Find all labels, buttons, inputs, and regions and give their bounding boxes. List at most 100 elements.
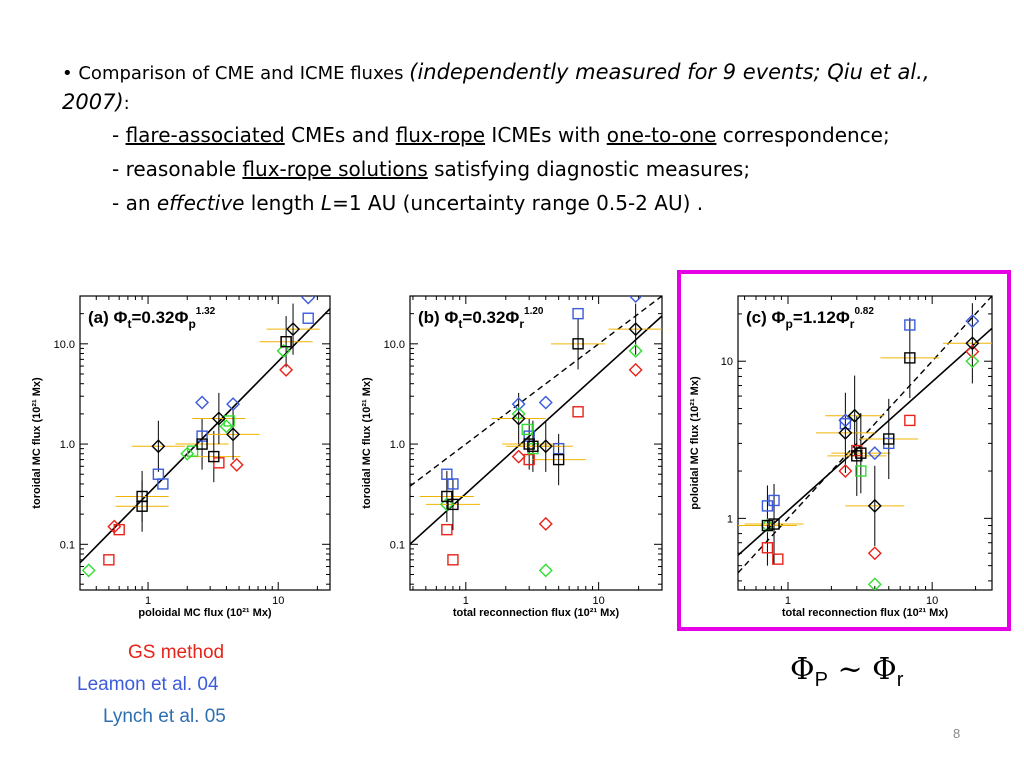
data-point-square bbox=[768, 494, 780, 507]
legend-gs: GS method bbox=[128, 642, 225, 663]
chart-title: (a) Φt=0.32Φp1.32 bbox=[88, 306, 216, 331]
data-point-square bbox=[223, 415, 235, 427]
bullet-paren: (independently measured for 9 events; Qi… bbox=[62, 60, 930, 114]
data-point-diamond bbox=[628, 296, 643, 303]
data-point-diamond bbox=[279, 362, 294, 377]
legend-leamon: Leamon et al. 04 bbox=[77, 674, 219, 695]
data-point-diamond bbox=[867, 498, 882, 513]
data-point-square bbox=[447, 478, 459, 490]
data-point-diamond bbox=[838, 425, 853, 440]
x-axis-label: poloidal MC flux (10²¹ Mx) bbox=[138, 607, 272, 619]
data-point-square bbox=[523, 438, 535, 450]
data-point-square bbox=[904, 319, 916, 331]
data-point-diamond bbox=[867, 546, 882, 561]
data-point-square bbox=[768, 518, 780, 530]
x-axis-label: total reconnection flux (10²¹ Mx) bbox=[782, 607, 949, 619]
data-point-diamond bbox=[628, 343, 643, 358]
data-point-square bbox=[851, 450, 863, 462]
data-point-diamond bbox=[81, 563, 96, 578]
relation-formula: ΦP ~ Φr bbox=[790, 652, 904, 691]
data-point-square bbox=[447, 554, 459, 566]
data-point-diamond bbox=[847, 408, 862, 423]
data-point-diamond bbox=[195, 395, 210, 410]
x-tick-label: 10 bbox=[926, 595, 938, 607]
legend-lynch: Lynch et al. 05 bbox=[103, 706, 226, 727]
y-tick-label: 10.0 bbox=[54, 339, 75, 351]
x-tick-label: 1 bbox=[785, 595, 791, 607]
data-point-square bbox=[186, 445, 199, 457]
y-tick-label: 0.1 bbox=[60, 539, 75, 551]
data-point-square bbox=[441, 523, 453, 536]
plot-area bbox=[738, 296, 992, 590]
data-point-square bbox=[572, 307, 584, 320]
data-point-diamond bbox=[511, 449, 526, 464]
data-point-square bbox=[839, 418, 852, 430]
data-point-square bbox=[523, 453, 535, 466]
data-point-square bbox=[280, 336, 292, 348]
data-point-diamond bbox=[538, 395, 553, 410]
data-point-diamond bbox=[180, 446, 195, 461]
data-point-diamond bbox=[226, 397, 241, 412]
y-axis-label: poloidal MC flux (10²¹ Mx) bbox=[689, 376, 701, 510]
x-tick-label: 10 bbox=[272, 595, 284, 607]
equality-line bbox=[410, 296, 662, 487]
data-point-diamond bbox=[439, 497, 454, 512]
data-point-square bbox=[441, 468, 453, 480]
x-tick-label: 1 bbox=[463, 595, 469, 607]
chart-title: (b) Φt=0.32Φr1.20 bbox=[418, 306, 544, 331]
data-point-square bbox=[904, 352, 916, 364]
plot-area bbox=[80, 296, 330, 578]
data-point-square bbox=[103, 554, 115, 566]
data-point-square bbox=[157, 478, 169, 490]
y-tick-label: 1 bbox=[727, 513, 733, 525]
data-point-diamond bbox=[867, 446, 882, 461]
data-point-square bbox=[196, 438, 208, 450]
fit-line bbox=[738, 327, 992, 556]
data-point-square bbox=[447, 498, 459, 511]
chart-panel-b: 1 10 0.1 1.0 10.0 total reconnection flux (10… bbox=[361, 295, 663, 619]
bullet-marker: • bbox=[62, 63, 73, 84]
data-point-diamond bbox=[965, 314, 980, 329]
y-tick-label: 0.1 bbox=[390, 539, 405, 551]
data-point-square bbox=[855, 447, 867, 459]
plot-frame bbox=[737, 295, 993, 591]
data-point-diamond bbox=[229, 457, 244, 472]
data-point-diamond bbox=[286, 322, 301, 337]
y-tick-label: 1.0 bbox=[390, 439, 405, 451]
data-point-diamond bbox=[107, 519, 122, 534]
plot-frame bbox=[79, 295, 331, 591]
chart-title: (c) Φp=1.12Φr0.82 bbox=[746, 306, 874, 331]
page-number: 8 bbox=[953, 726, 961, 741]
data-point-square bbox=[855, 465, 867, 477]
data-point-diamond bbox=[301, 296, 316, 305]
data-point-diamond bbox=[511, 397, 526, 412]
data-point-diamond bbox=[211, 411, 226, 426]
data-point-square bbox=[904, 414, 916, 427]
data-point-diamond bbox=[538, 439, 553, 454]
data-point-diamond bbox=[760, 518, 775, 533]
data-point-square bbox=[208, 450, 220, 463]
data-point-square bbox=[196, 430, 208, 442]
data-point-diamond bbox=[151, 439, 166, 454]
data-point-diamond bbox=[628, 322, 643, 337]
bullet-text: • Comparison of CME and ICME fluxes (ind… bbox=[62, 58, 962, 220]
data-point-diamond bbox=[965, 336, 980, 351]
data-point-diamond bbox=[628, 362, 643, 377]
data-point-diamond bbox=[276, 343, 291, 358]
plot-area bbox=[410, 296, 662, 578]
data-point-diamond bbox=[965, 354, 980, 369]
y-tick-label: 10.0 bbox=[384, 339, 405, 351]
data-point-diamond bbox=[511, 406, 526, 421]
data-point-diamond bbox=[226, 427, 241, 442]
data-point-diamond bbox=[838, 464, 853, 479]
y-axis-label: toroidal MC flux (10²¹ Mx) bbox=[31, 377, 43, 509]
data-point-square bbox=[552, 442, 565, 455]
sub-bullet-2: - reasonable flux-rope solutions satisfy… bbox=[112, 157, 751, 181]
data-point-square bbox=[527, 440, 539, 452]
data-point-square bbox=[883, 433, 895, 445]
data-point-diamond bbox=[965, 344, 980, 359]
y-tick-label: 10 bbox=[721, 356, 733, 368]
data-point-diamond bbox=[511, 411, 526, 426]
bullet-line: • Comparison of CME and ICME fluxes (ind… bbox=[62, 58, 962, 118]
